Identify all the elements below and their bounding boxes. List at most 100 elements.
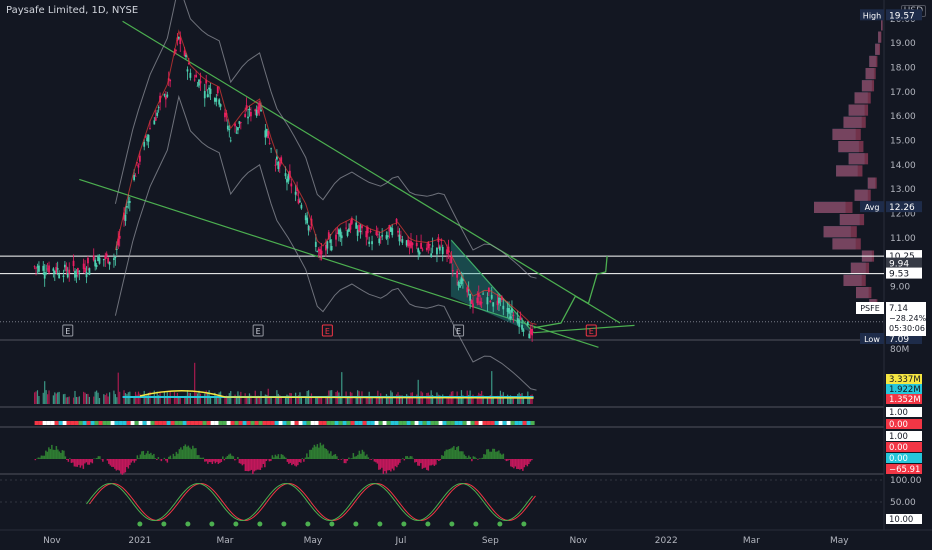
candle-body (407, 239, 410, 247)
candle-body (146, 137, 148, 142)
volume-profile-down (878, 31, 882, 43)
pane3-bar (373, 459, 376, 462)
pane3-bar (432, 459, 434, 465)
stoch-signal-dot (497, 521, 503, 527)
pane3-bar (502, 453, 505, 459)
candle-body (137, 165, 140, 168)
volume-bar (442, 394, 444, 404)
pane3-tag-bg (886, 431, 922, 441)
stoch-signal-dot (521, 521, 527, 527)
volume-bar (385, 394, 388, 404)
volume-tag-bg (886, 384, 922, 394)
candle-body (38, 265, 40, 272)
volume-bar (77, 397, 79, 404)
stoch-signal-dot (137, 521, 143, 527)
pane3-bar (142, 450, 145, 459)
price-tick-label: 13.00 (890, 185, 916, 195)
candle-body (511, 308, 513, 313)
pane3-bar (507, 459, 509, 461)
pane2-strip-cell (138, 421, 143, 425)
candle-body (72, 260, 75, 267)
pane3-bar (211, 459, 214, 465)
stoch-signal-dot (425, 521, 431, 527)
volume-bar (280, 396, 282, 404)
pane2-strip-cell (118, 421, 123, 425)
candle-body (138, 155, 141, 162)
pane3-bar (418, 459, 421, 466)
candle-body (397, 230, 399, 233)
candle-body (114, 256, 117, 259)
pane2-tag: 0.00 (889, 420, 908, 430)
candle-body (528, 333, 531, 339)
candle-body (133, 175, 136, 181)
candle-body (85, 272, 88, 278)
pane3-bar (457, 446, 460, 459)
pane3-bar (57, 449, 59, 459)
volume-bar (83, 391, 85, 404)
candle-body (290, 183, 293, 187)
pane3-bar (270, 459, 272, 462)
pane2-strip-cell (298, 421, 303, 425)
pane3-bar (157, 457, 160, 459)
candle-body (395, 218, 398, 223)
candle-body (36, 266, 39, 268)
pane3-bar (154, 458, 157, 459)
stoch-signal-dot (257, 521, 263, 527)
candle-body (388, 225, 391, 232)
volume-bar (387, 395, 389, 404)
candle-body (438, 246, 441, 251)
pane3-bar (484, 454, 487, 459)
candle-body (502, 305, 505, 310)
pane3-bar (298, 459, 301, 463)
volume-profile-down (875, 43, 881, 55)
candle-body (420, 242, 422, 249)
pane3-bar (505, 459, 508, 462)
pane2-strip-cell (38, 421, 43, 425)
volume-bar (139, 393, 141, 404)
stoch-signal-dot (209, 521, 215, 527)
candle-body (361, 225, 363, 229)
pane3-bar (486, 449, 488, 459)
volume-bar (107, 396, 109, 404)
volume-bar (295, 392, 297, 404)
pane3-bar (138, 458, 140, 459)
pane2-strip-cell (94, 421, 99, 425)
volume-profile-down (865, 68, 876, 80)
candle-body (425, 247, 428, 251)
volume-bar (114, 394, 116, 404)
candle-body (95, 264, 98, 267)
pane2-strip-cell (462, 421, 467, 425)
volume-bar (479, 393, 481, 404)
pane3-bar (454, 449, 457, 459)
candle-body (296, 187, 298, 192)
pane2-strip-cell (74, 421, 79, 425)
pane3-bar (393, 459, 395, 471)
pane3-bar (285, 457, 287, 459)
pane3-bar (175, 451, 178, 459)
pane2-strip-cell (414, 421, 419, 425)
candle-body (410, 240, 412, 248)
earnings-marker (252, 324, 264, 337)
volume-bar (371, 397, 373, 404)
candle-body (113, 258, 115, 260)
volume-bar (98, 397, 101, 404)
pane2-strip-cell (514, 421, 519, 425)
pane3-bar (145, 453, 148, 459)
stoch-signal-dot (473, 521, 479, 527)
pane2-strip-cell (482, 421, 487, 425)
pane3-bar (475, 458, 478, 459)
pane3-bar (135, 459, 137, 461)
candle-body (66, 273, 69, 278)
volume-bar (214, 392, 216, 404)
candle-body (320, 250, 323, 255)
pane3-bar (34, 459, 37, 461)
price-tag-label-bg (860, 333, 884, 344)
candle-body (105, 253, 108, 256)
candle-body (260, 109, 262, 112)
pane3-bar (114, 459, 116, 469)
pane3-bar (139, 454, 142, 459)
pane2-strip-cell (378, 421, 383, 425)
pane3-bar (55, 446, 58, 459)
pane3-bar (136, 455, 139, 459)
pane3-bar (301, 458, 304, 459)
